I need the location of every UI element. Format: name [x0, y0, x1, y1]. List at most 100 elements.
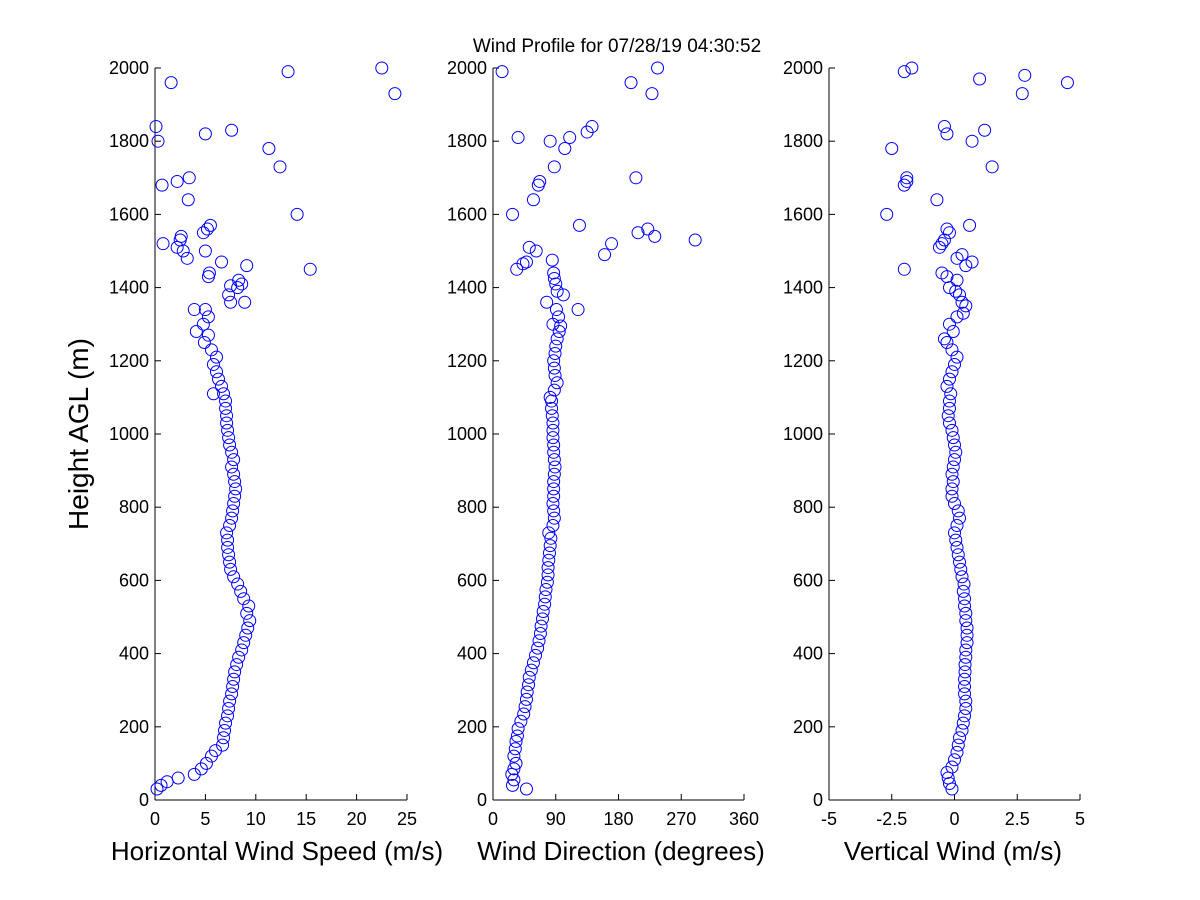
data-point — [542, 553, 556, 567]
data-point — [519, 782, 533, 796]
data-point — [516, 257, 530, 271]
data-point — [218, 723, 232, 737]
data-point — [959, 614, 973, 628]
data-point — [219, 716, 233, 730]
data-point — [238, 295, 252, 309]
data-point — [507, 773, 521, 787]
x-tick-label: 5 — [1075, 809, 1085, 829]
data-point — [946, 460, 960, 474]
data-point — [290, 207, 304, 221]
data-point — [950, 310, 964, 324]
data-point — [935, 237, 949, 251]
y-tick-label: 200 — [457, 717, 487, 737]
y-axis-label: Height AGL (m) — [63, 338, 94, 530]
data-point — [203, 218, 217, 232]
data-point — [949, 284, 963, 298]
data-point — [648, 229, 662, 243]
data-point — [930, 193, 944, 207]
data-point — [645, 87, 659, 101]
data-point — [242, 599, 256, 613]
data-point — [563, 131, 577, 145]
data-point — [957, 577, 971, 591]
x-axis-label-speed: Horizontal Wind Speed (m/s) — [111, 836, 443, 866]
data-point — [948, 753, 961, 767]
x-tick-label: 0 — [488, 809, 498, 829]
data-point — [651, 61, 665, 75]
data-point — [531, 641, 545, 655]
data-point — [507, 749, 521, 763]
x-axis-label-vertical: Vertical Wind (m/s) — [844, 836, 1062, 866]
data-point — [880, 207, 894, 221]
data-point — [202, 266, 216, 280]
data-point — [940, 127, 954, 141]
data-point — [954, 562, 968, 576]
x-tick-label: -2.5 — [876, 809, 907, 829]
data-point — [955, 295, 969, 309]
y-tick-label: 1800 — [447, 131, 487, 151]
data-point — [550, 284, 564, 298]
data-point — [960, 628, 974, 642]
data-point — [549, 277, 563, 291]
data-point — [940, 379, 954, 393]
x-axis-label-direction: Wind Direction (degrees) — [477, 836, 765, 866]
x-tick-label: 90 — [546, 809, 566, 829]
data-point — [946, 431, 960, 445]
data-point — [223, 694, 237, 708]
data-point — [524, 663, 538, 677]
y-tick-label: 800 — [793, 497, 823, 517]
data-point — [951, 504, 965, 518]
y-tick-label: 800 — [457, 497, 487, 517]
data-point — [206, 357, 220, 371]
data-point — [949, 533, 963, 547]
data-point — [956, 584, 970, 598]
y-tick-label: 2000 — [783, 58, 823, 78]
data-point — [539, 583, 553, 597]
data-point — [946, 475, 960, 489]
data-point — [1060, 76, 1074, 90]
data-point — [942, 317, 956, 331]
y-tick-label: 0 — [813, 790, 823, 810]
data-point — [220, 409, 234, 423]
data-point — [228, 475, 242, 489]
data-point — [932, 240, 946, 254]
data-point — [228, 489, 242, 503]
y-tick-label: 1000 — [783, 424, 823, 444]
data-point — [549, 339, 563, 353]
data-point — [897, 65, 911, 79]
data-point — [958, 687, 972, 701]
data-point — [946, 325, 960, 339]
x-tick-label: 180 — [603, 809, 633, 829]
y-tick-label: 1400 — [109, 278, 149, 298]
data-point — [547, 467, 561, 481]
data-point — [985, 160, 999, 174]
data-point — [959, 694, 973, 708]
data-point — [945, 365, 959, 379]
data-point — [897, 262, 911, 276]
data-point — [219, 394, 233, 408]
data-point — [303, 262, 317, 276]
subplot-vertical: -5 -2.5 0 2.5 5 0 200 400 600 800 1000 1200 1400 1600… — [783, 58, 1085, 866]
data-point — [220, 526, 234, 540]
data-point — [150, 782, 164, 796]
data-point — [522, 678, 536, 692]
y-tick-label: 2000 — [109, 58, 149, 78]
data-point — [201, 328, 215, 342]
data-point — [240, 606, 254, 620]
data-point — [533, 626, 547, 640]
data-point — [571, 303, 585, 317]
data-point — [526, 656, 540, 670]
y-tick-label: 1400 — [447, 278, 487, 298]
data-point — [960, 636, 974, 650]
data-point — [231, 577, 245, 591]
data-point — [556, 288, 570, 302]
data-point — [965, 255, 979, 269]
data-point — [510, 729, 524, 743]
data-point — [187, 303, 201, 317]
data-point — [546, 416, 560, 430]
data-point — [217, 387, 231, 401]
data-point — [541, 568, 555, 582]
data-point — [235, 277, 249, 291]
y-tick-label: 1800 — [109, 131, 149, 151]
data-point — [222, 288, 236, 302]
data-point — [549, 303, 563, 317]
